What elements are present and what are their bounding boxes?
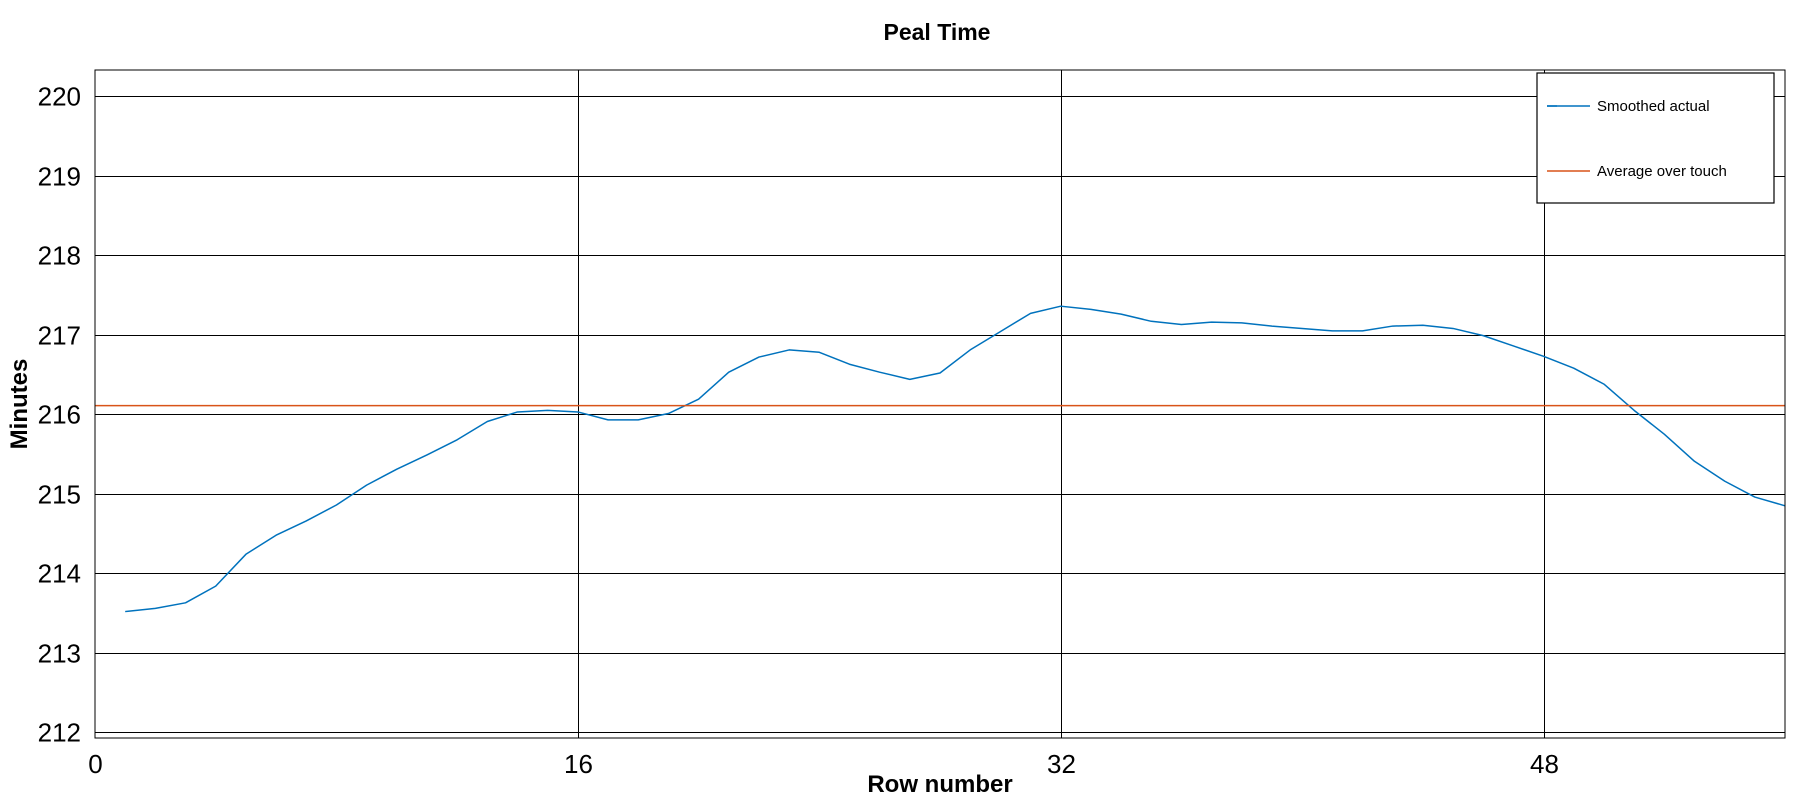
- legend-label-smoothed-actual: Smoothed actual: [1597, 98, 1710, 115]
- y-tick-label-219: 219: [38, 162, 81, 192]
- y-tick-label-216: 216: [38, 400, 81, 430]
- y-tick-label-212: 212: [38, 718, 81, 748]
- chart-title: Peal Time: [884, 19, 991, 45]
- y-axis-tick-labels: 212 213 214 215 216 217 218 219 220: [38, 82, 81, 748]
- x-tick-label-48: 48: [1530, 749, 1559, 779]
- plot-area-frame: [94, 69, 1786, 739]
- x-tick-label-0: 0: [88, 749, 102, 779]
- y-tick-label-220: 220: [38, 82, 81, 112]
- legend-label-average-over-touch: Average over touch: [1597, 163, 1727, 180]
- x-axis-tick-labels: 0 16 32 48: [88, 749, 1559, 779]
- y-axis-label: Minutes: [6, 359, 33, 450]
- x-tick-label-32: 32: [1047, 749, 1076, 779]
- x-axis-label: Row number: [867, 771, 1012, 798]
- x-tick-label-16: 16: [564, 749, 593, 779]
- grid-lines: [95, 70, 1785, 738]
- series-line-smoothed-actual: [125, 305, 1786, 613]
- y-tick-label-218: 218: [38, 241, 81, 271]
- y-tick-label-214: 214: [38, 559, 81, 589]
- legend-box: [1536, 72, 1775, 204]
- y-tick-label-215: 215: [38, 480, 81, 510]
- y-tick-label-217: 217: [38, 321, 81, 351]
- legend: Smoothed actual Average over touch: [1536, 72, 1775, 204]
- plot-series: [95, 305, 1786, 613]
- y-tick-label-213: 213: [38, 639, 81, 669]
